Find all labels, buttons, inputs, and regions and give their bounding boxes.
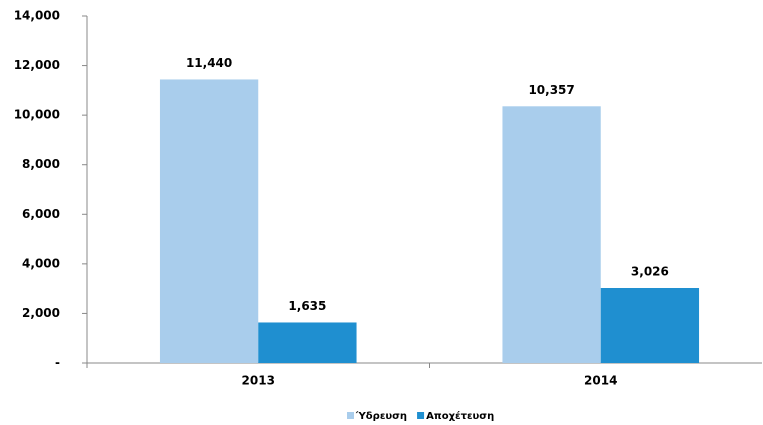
y-tick-label: 8,000 <box>22 157 60 171</box>
value-label: 3,026 <box>631 264 669 278</box>
bar <box>258 322 357 363</box>
value-label: 10,357 <box>528 83 574 97</box>
y-tick-label: 6,000 <box>22 207 60 221</box>
legend-label: Ύδρευση <box>355 410 407 422</box>
legend-swatch <box>417 412 425 419</box>
x-tick-label: 2013 <box>242 374 275 388</box>
bar <box>159 79 259 364</box>
y-tick-label: 2,000 <box>22 306 60 320</box>
y-tick-label: 10,000 <box>14 108 60 122</box>
bar <box>600 287 700 363</box>
legend-swatch <box>347 412 354 419</box>
x-tick-label: 2014 <box>584 374 617 388</box>
bar <box>502 106 601 363</box>
y-tick-label: 12,000 <box>14 58 60 72</box>
legend-label: Αποχέτευση <box>426 410 494 422</box>
y-tick-label: - <box>55 356 60 370</box>
value-label: 11,440 <box>186 56 232 70</box>
y-tick-label: 14,000 <box>14 9 60 23</box>
value-label: 1,635 <box>288 299 326 313</box>
y-tick-label: 4,000 <box>22 256 60 270</box>
